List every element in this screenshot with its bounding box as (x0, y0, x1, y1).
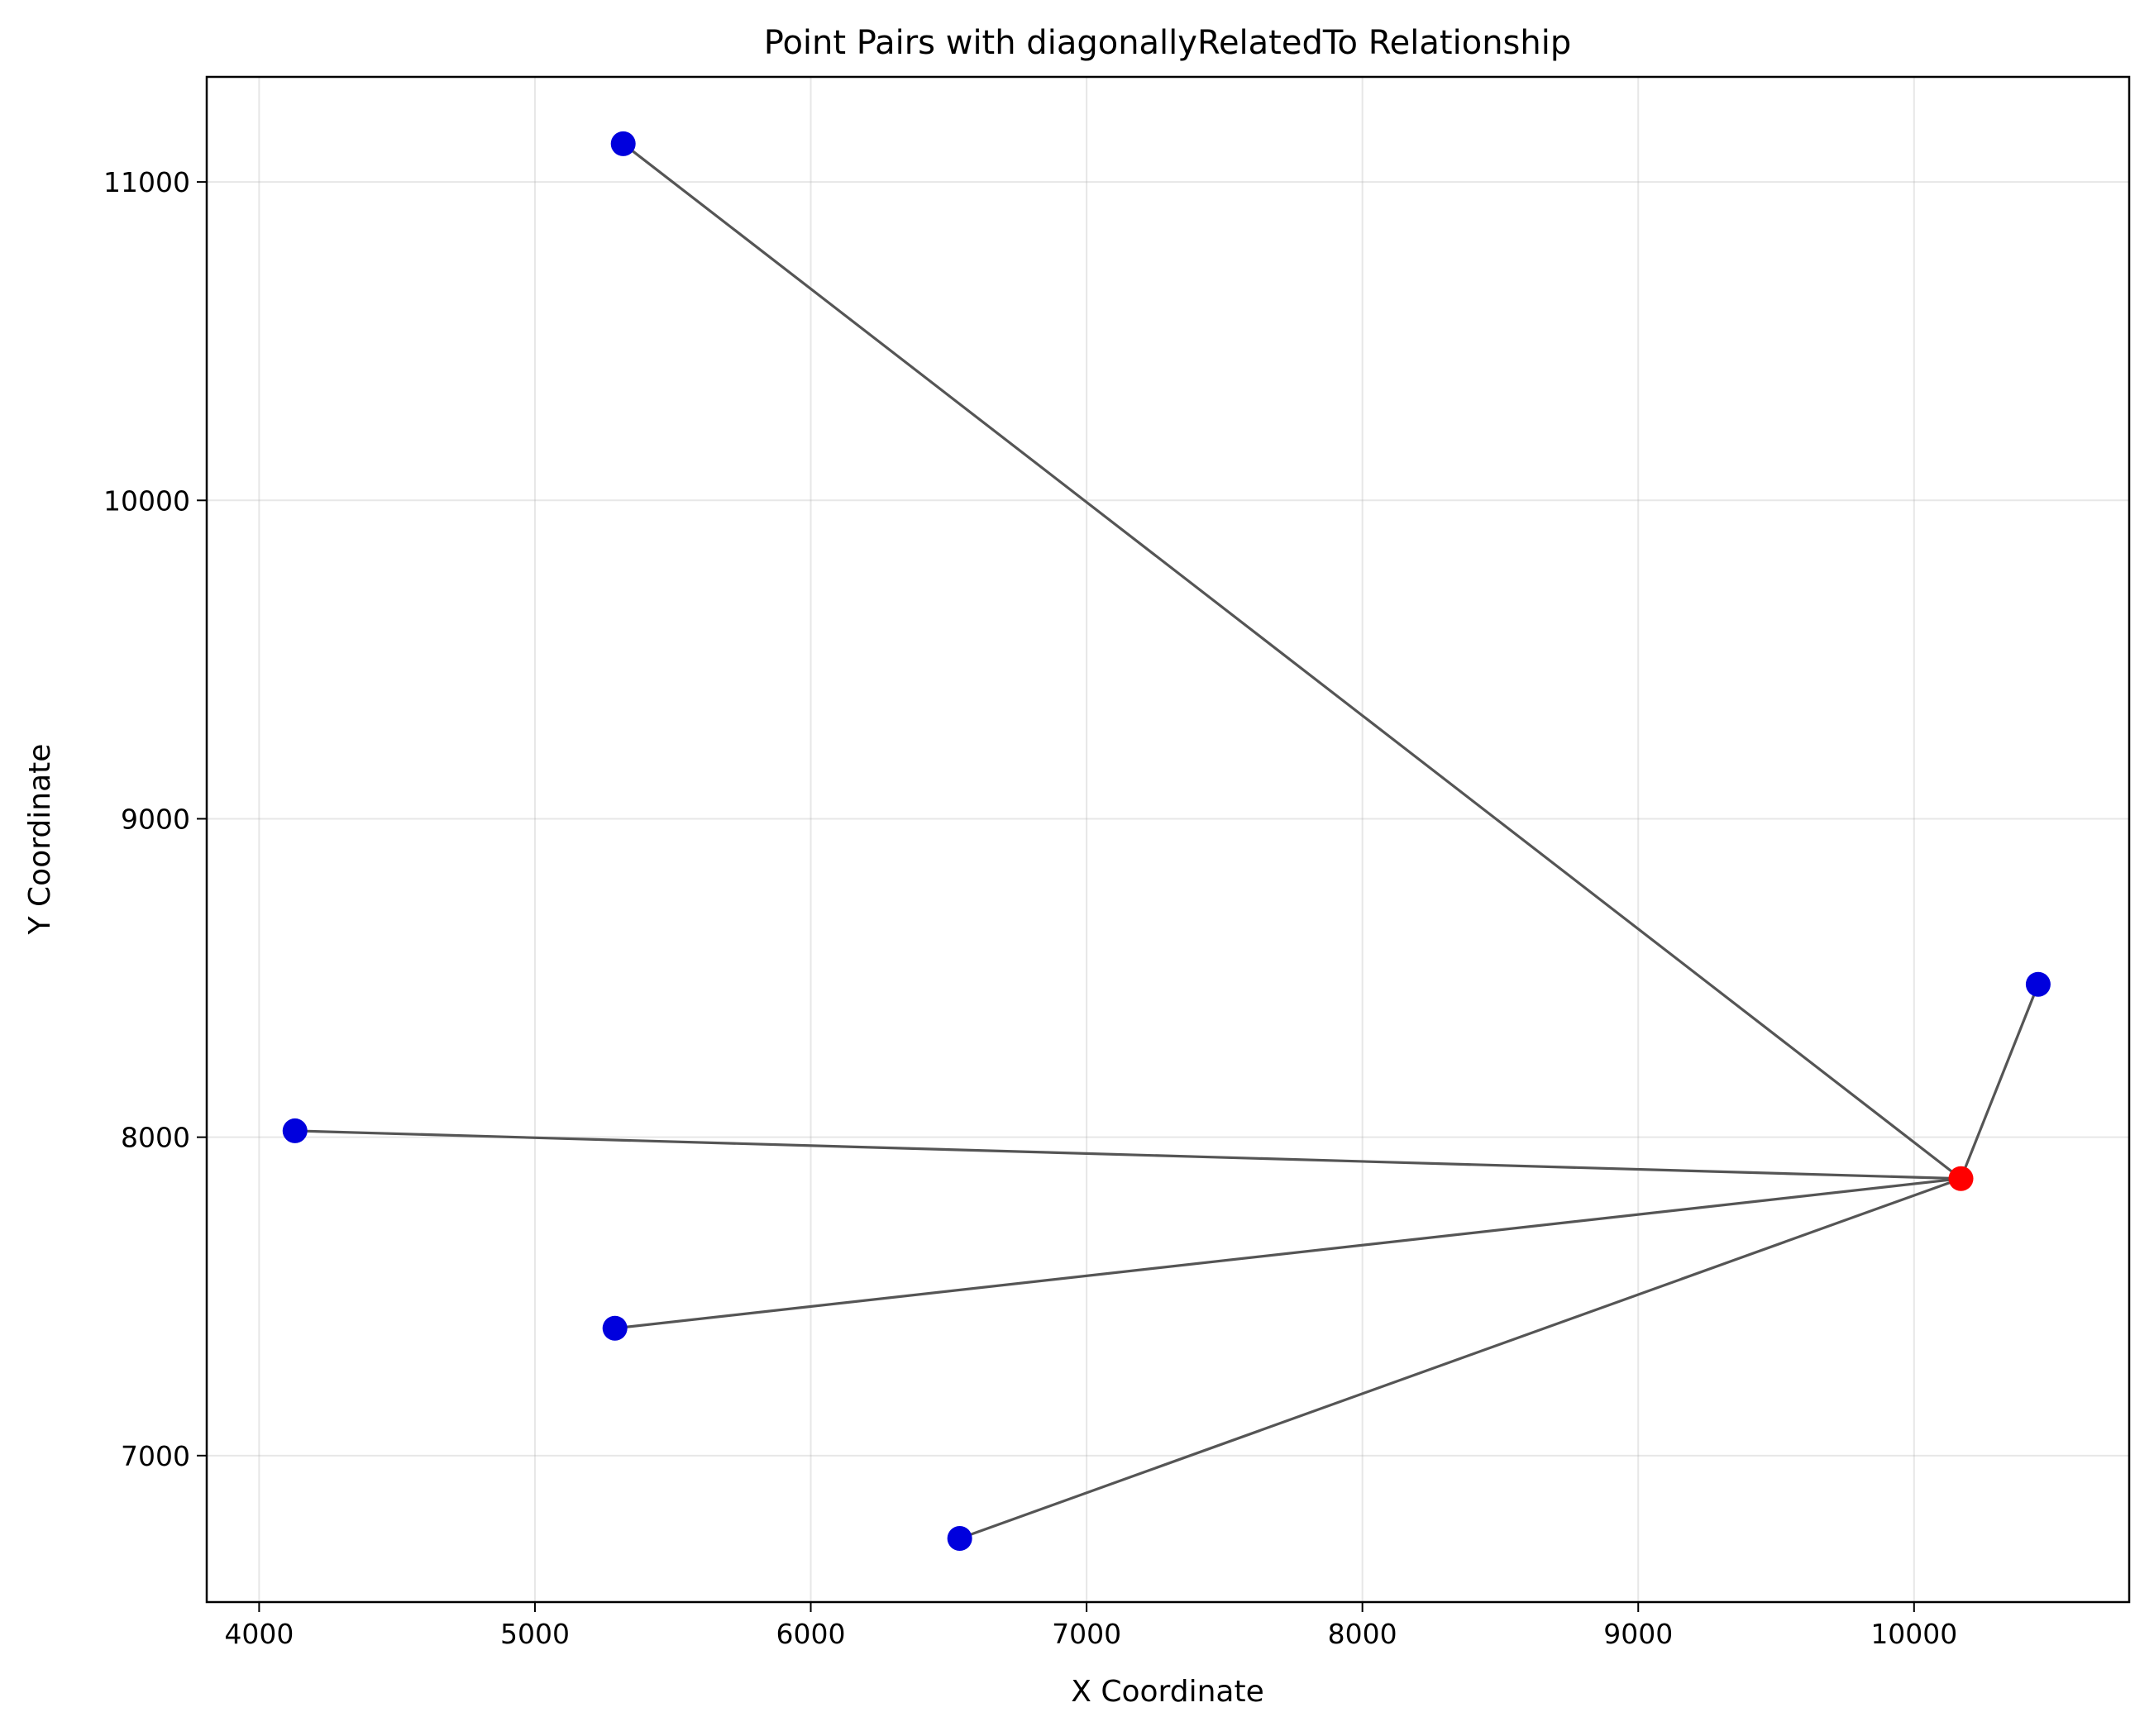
y-axis-label: Y Coordinate (23, 744, 57, 936)
y-tick-label: 9000 (121, 803, 190, 835)
data-point (2025, 971, 2051, 997)
axis-ticks: 4000 5000 6000 7000 8000 9000 10000 7000 8000 900… (103, 166, 1957, 1650)
data-point (602, 1315, 628, 1341)
plot-frame (205, 75, 2131, 1604)
grid (207, 77, 2129, 1602)
pair-connector-line (1960, 984, 2040, 1180)
pair-connector-line (294, 1129, 1961, 1180)
data-point (947, 1525, 972, 1551)
y-tick-label: 11000 (103, 166, 190, 198)
pair-connector-line (959, 1177, 1962, 1540)
x-tick-label: 8000 (1328, 1618, 1397, 1650)
data-point (610, 131, 636, 156)
data-point (282, 1118, 308, 1143)
x-axis-label: X Coordinate (1071, 1675, 1263, 1709)
y-tick-label: 7000 (121, 1440, 190, 1472)
x-tick-label: 4000 (224, 1618, 294, 1650)
pair-connector-line (614, 1177, 1961, 1330)
data-points (282, 131, 2051, 1551)
center-point (1948, 1166, 1974, 1191)
x-tick-label: 5000 (500, 1618, 570, 1650)
x-tick-label: 9000 (1603, 1618, 1673, 1650)
y-tick-label: 10000 (103, 484, 190, 517)
chart-title: Point Pairs with diagonallyRelatedTo Rel… (764, 24, 1571, 62)
x-tick-label: 6000 (776, 1618, 846, 1650)
pair-connector-line (622, 142, 1962, 1180)
y-tick-label: 8000 (121, 1122, 190, 1154)
connector-lines (294, 142, 2040, 1540)
x-tick-label: 10000 (1870, 1618, 1957, 1650)
x-tick-label: 7000 (1052, 1618, 1121, 1650)
